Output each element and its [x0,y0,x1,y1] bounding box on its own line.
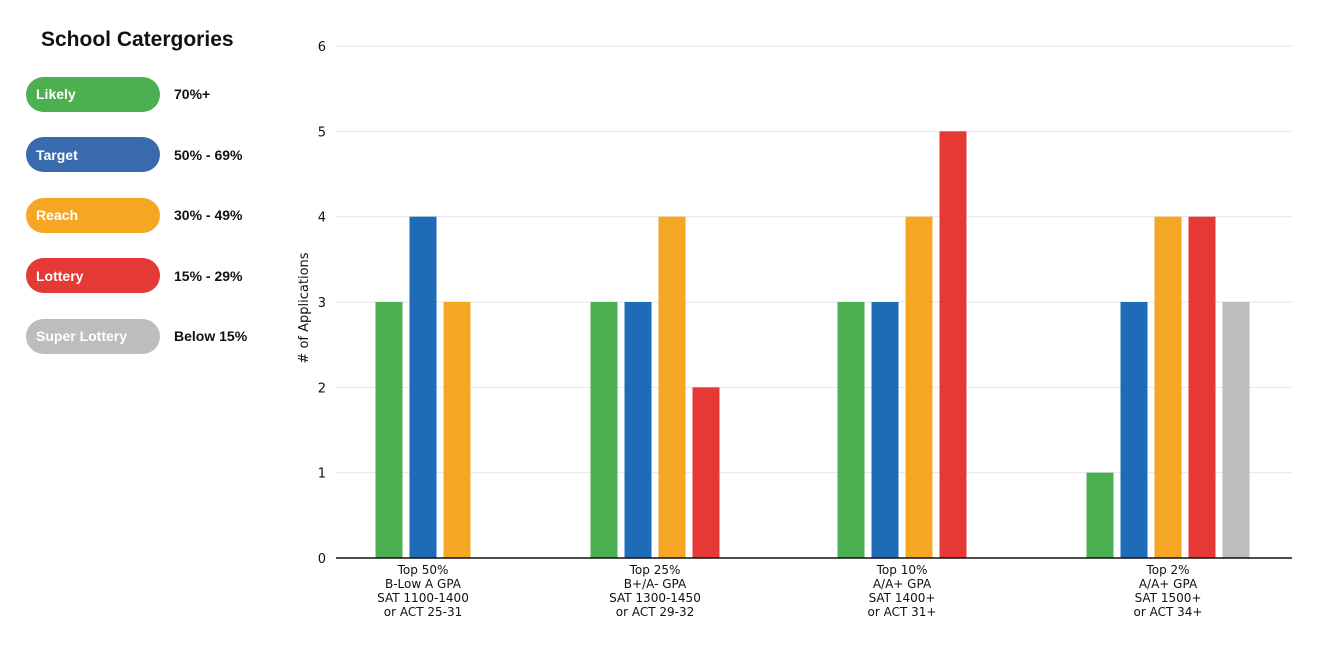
y-axis-ticks: 0 1 2 3 4 5 6 [318,40,326,567]
bar-super-lottery-4 [1222,302,1250,558]
bar-target-3 [871,302,899,558]
y-tick-label: 1 [318,467,326,482]
x-category-label: Top 50% B-Low A GPA SAT 1100-1400 or ACT 25… [377,563,469,619]
bar-likely-2 [590,302,618,558]
y-tick-label: 6 [318,40,326,55]
bars [375,131,1250,559]
legend-pill-likely: Likely [26,76,160,112]
legend-item-target: Target 50% - 69% [26,137,276,173]
legend-item-likely: Likely 70%+ [26,76,276,112]
legend-pill-lottery: Lottery [26,258,160,293]
bar-target-2 [624,302,652,558]
y-tick-label: 2 [318,381,326,396]
y-tick-label: 3 [318,296,326,311]
bar-lottery-4 [1188,216,1216,558]
x-category-label: Top 25% B+/A- GPA SAT 1300-1450 or ACT 29-3… [609,563,701,619]
legend-range-target: 50% - 69% [174,146,243,163]
bar-reach-3 [905,216,933,558]
x-category-label: Top 10% A/A+ GPA SAT 1400+ or ACT 31+ [868,563,937,619]
y-axis-label: # of Applications [297,252,312,363]
legend-pill-super-lottery: Super Lottery [26,318,160,354]
bar-lottery-2 [692,387,720,558]
bar-target-1 [409,216,437,558]
grid-lines [336,45,1292,474]
legend-item-super-lottery: Super Lottery Below 15% [26,318,276,354]
legend-item-reach: Reach 30% - 49% [26,197,276,233]
y-tick-label: 4 [318,211,326,226]
legend-range-likely: 70%+ [174,86,211,102]
bar-reach-1 [443,302,471,558]
x-axis-categories: Top 50% B-Low A GPA SAT 1100-1400 or ACT 25… [377,563,1202,619]
bar-reach-4 [1154,216,1182,558]
x-category-label: Top 2% A/A+ GPA SAT 1500+ or ACT 34+ [1134,563,1203,619]
legend-pill-reach: Reach [26,197,160,233]
legend-item-lottery: Lottery 15% - 29% [26,258,276,294]
legend-range-reach: 30% - 49% [174,207,243,223]
bar-likely-4 [1086,472,1114,558]
legend-title: School Catergories [41,28,234,51]
bar-lottery-3 [939,131,967,559]
y-tick-label: 0 [318,552,326,567]
bar-likely-1 [375,302,403,558]
legend: School Catergories Likely 70%+ Target 50… [26,22,276,379]
legend-range-super-lottery: Below 15% [174,328,248,344]
legend-range-lottery: 15% - 29% [174,267,243,284]
bar-reach-2 [658,216,686,558]
y-tick-label: 5 [318,125,326,140]
bar-target-4 [1120,302,1148,558]
bar-likely-3 [837,302,865,558]
legend-pill-target: Target [26,137,160,172]
